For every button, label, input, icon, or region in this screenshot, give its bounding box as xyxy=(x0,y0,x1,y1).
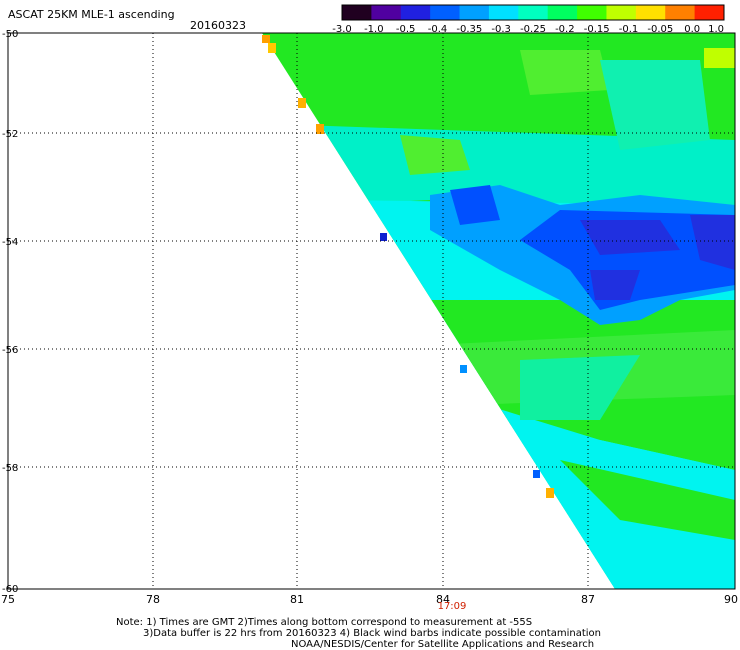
colorbar-swatch xyxy=(488,5,519,20)
lon-label: 87 xyxy=(581,593,595,606)
colorbar-swatch xyxy=(342,5,372,20)
colorbar-swatch xyxy=(577,5,607,20)
lat-label: -54 xyxy=(2,237,18,248)
footer-note-2: 3)Data buffer is 22 hrs from 20160323 4)… xyxy=(143,628,601,639)
colorbar-swatch xyxy=(606,5,637,20)
colorbar-swatch xyxy=(371,5,402,20)
time-label: 17:09 xyxy=(438,601,467,612)
map-frame xyxy=(7,32,736,590)
colorbar-swatch xyxy=(518,5,549,20)
colorbar-swatch xyxy=(694,5,725,20)
colorbar-label: -0.25 xyxy=(520,24,546,35)
lat-label: -50 xyxy=(2,29,18,40)
colorbar-swatch xyxy=(547,5,578,20)
lon-label: 90 xyxy=(724,593,738,606)
lat-label: -58 xyxy=(2,463,18,474)
lat-labels: -50 -52 -54 -56 -58 -60 xyxy=(2,29,18,595)
colorbar-frame xyxy=(341,4,725,21)
colorbar xyxy=(341,4,725,21)
colorbar-label: -0.15 xyxy=(584,24,610,35)
colorbar-label: -0.05 xyxy=(647,24,673,35)
colorbar-swatch xyxy=(430,5,461,20)
map-date: 20160323 xyxy=(190,19,246,32)
colorbar-label: -0.3 xyxy=(491,24,511,35)
colorbar-label: -0.5 xyxy=(396,24,416,35)
colorbar-label: -3.0 xyxy=(332,24,352,35)
lon-labels: 75 78 81 84 87 90 xyxy=(1,593,738,606)
lon-label: 78 xyxy=(146,593,160,606)
colorbar-label: 0.0 xyxy=(684,24,700,35)
colorbar-swatch xyxy=(400,5,431,20)
map-title: ASCAT 25KM MLE-1 ascending xyxy=(8,8,175,21)
colorbar-label: -1.0 xyxy=(364,24,384,35)
colorbar-labels: -3.0 -1.0 -0.5 -0.4 -0.35 -0.3 -0.25 -0.2 -0.15-… xyxy=(332,24,724,35)
lat-label: -52 xyxy=(2,129,18,140)
lat-label: -56 xyxy=(2,345,18,356)
lon-label: 75 xyxy=(1,593,15,606)
colorbar-swatch xyxy=(459,5,490,20)
colorbar-swatch xyxy=(665,5,696,20)
colorbar-label: -0.1 xyxy=(619,24,639,35)
footer-note-1: Note: 1) Times are GMT 2)Times along bot… xyxy=(116,617,533,628)
footer-note-3: NOAA/NESDIS/Center for Satellite Applica… xyxy=(291,639,595,650)
lon-label: 84 xyxy=(436,593,450,606)
data-swath xyxy=(262,33,735,589)
colorbar-label: 1.0 xyxy=(708,24,724,35)
edge-pixels xyxy=(262,35,735,498)
colorbar-label: -0.2 xyxy=(555,24,575,35)
lat-label: -60 xyxy=(2,584,18,595)
colorbar-swatch xyxy=(635,5,666,20)
lon-label: 81 xyxy=(290,593,304,606)
grid xyxy=(8,33,735,589)
colorbar-label: -0.4 xyxy=(428,24,448,35)
colorbar-label: -0.35 xyxy=(456,24,482,35)
